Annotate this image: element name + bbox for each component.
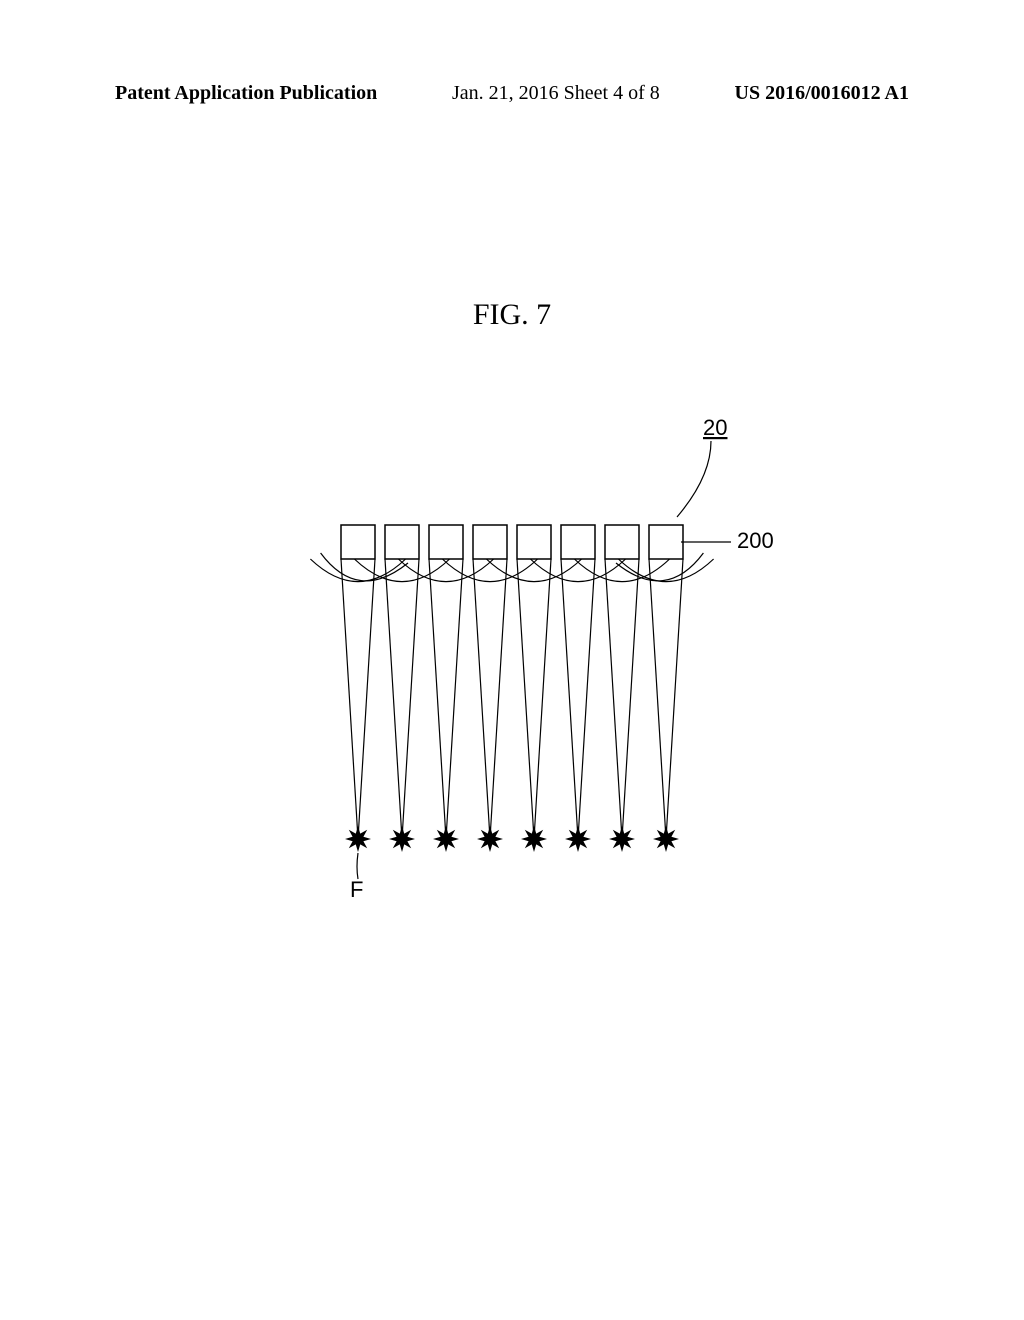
header-right: US 2016/0016012 A1 [735,82,909,105]
svg-text:F: F [350,877,363,902]
figure-title: FIG. 7 [473,298,551,332]
svg-text:200: 200 [737,528,774,553]
figure-svg: 20 200 F [212,405,812,925]
figure-7: 20 200 F [212,405,812,925]
header-left: Patent Application Publication [115,82,377,105]
page-header: Patent Application Publication Jan. 21, … [0,82,1024,105]
svg-text:20: 20 [703,415,727,440]
header-center: Jan. 21, 2016 Sheet 4 of 8 [452,82,660,105]
